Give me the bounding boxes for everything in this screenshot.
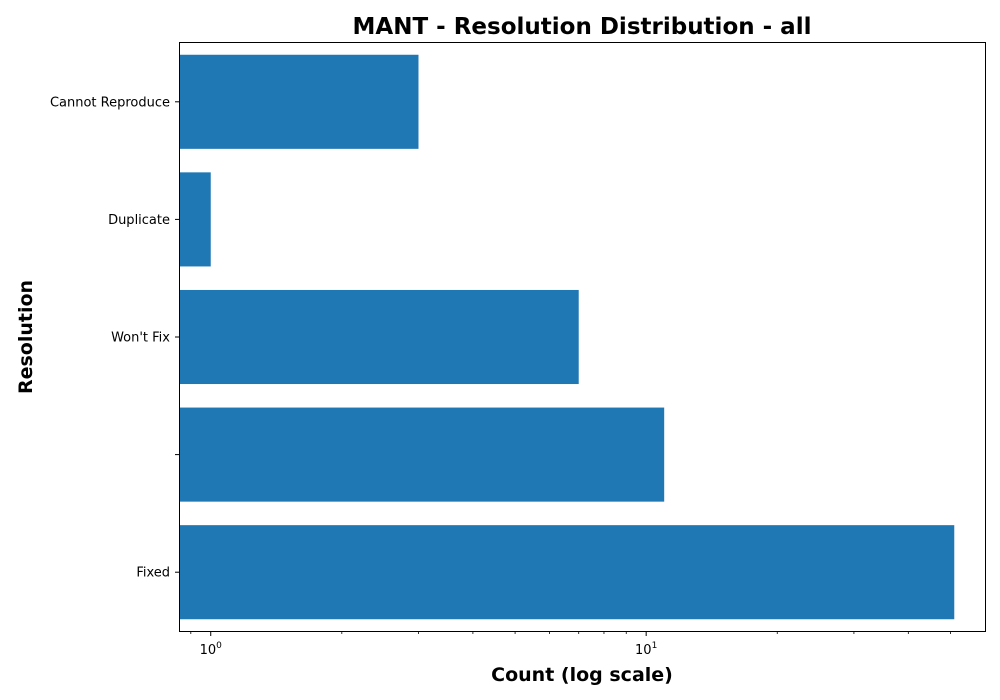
y-axis-ticks: Cannot Reproduce Duplicate Won't Fix Fixed xyxy=(50,95,180,581)
y-tick-label: Cannot Reproduce xyxy=(50,95,170,110)
bar xyxy=(180,289,579,385)
bar xyxy=(180,172,211,267)
chart-title: MANT - Resolution Distribution - all xyxy=(353,14,812,40)
y-tick-label: Duplicate xyxy=(108,213,170,228)
bar xyxy=(180,407,665,502)
y-axis-title: Resolution xyxy=(15,280,37,394)
x-axis-ticks: 100 101 xyxy=(190,631,951,658)
bar xyxy=(180,525,955,620)
plot-frame xyxy=(179,42,986,632)
x-tick-label: 100 xyxy=(200,641,223,658)
y-tick-label: Fixed xyxy=(136,566,170,581)
x-axis-title: Count (log scale) xyxy=(491,664,673,686)
bars-group xyxy=(180,54,955,620)
x-tick-label: 101 xyxy=(635,641,657,658)
y-tick-label: Won't Fix xyxy=(111,331,170,346)
bar xyxy=(180,54,419,149)
